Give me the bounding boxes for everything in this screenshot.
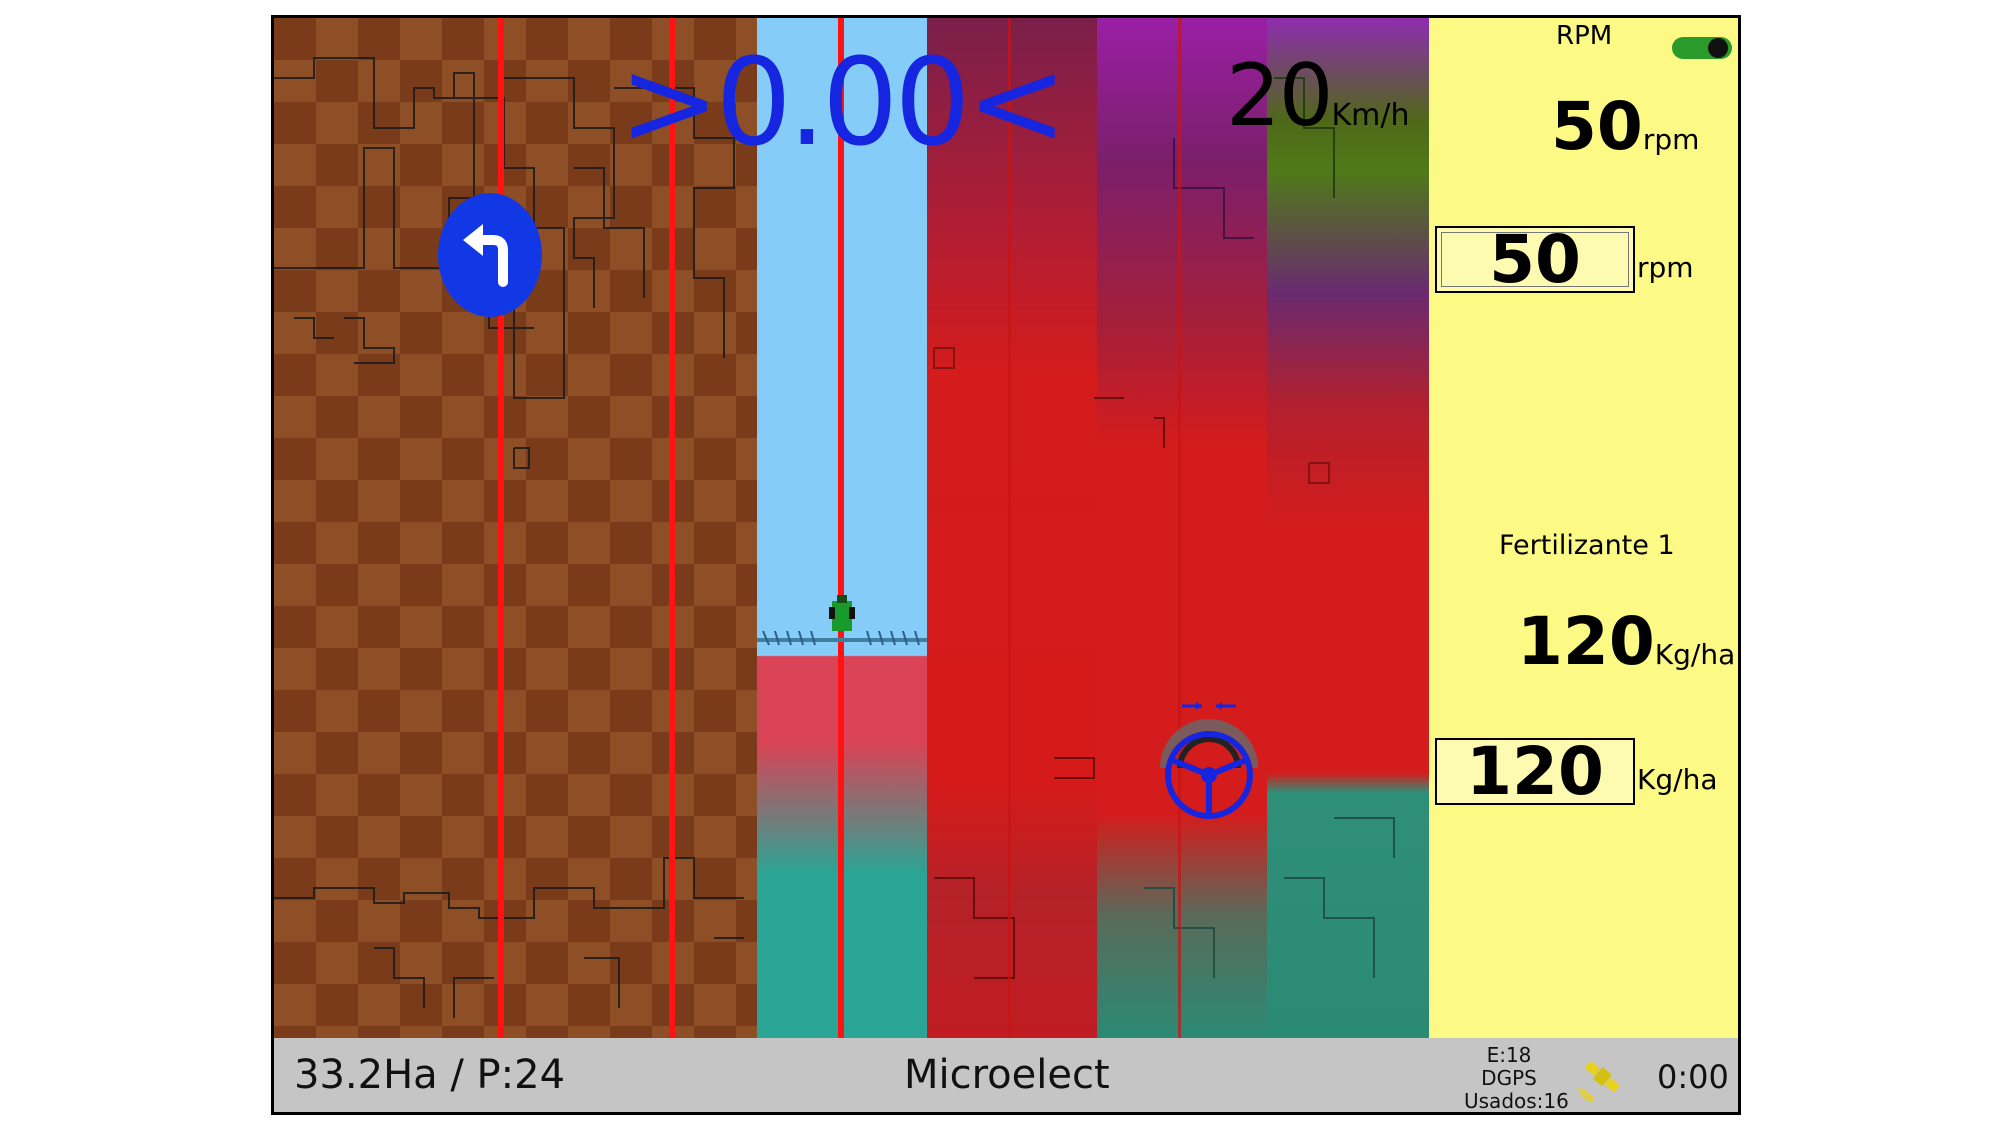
rpm-target-value: 50: [1441, 221, 1629, 298]
sat-used: Usados:16: [1464, 1089, 1569, 1113]
guidance-line: [1008, 18, 1011, 1038]
speed-deviation-readout: >0.00<: [619, 34, 1067, 173]
field-boundary-outlines: [274, 57, 1395, 1018]
fertilizer-actual-readout: 120Kg/ha: [1517, 603, 1735, 680]
guidance-line: [1178, 18, 1181, 1038]
gps-info[interactable]: E:18 DGPS Usados:16: [1464, 1043, 1569, 1113]
control-panel: RPM 50rpm 50 rpm Fertilizante 1 120Kg/ha…: [1429, 18, 1738, 1038]
guidance-line: [669, 18, 675, 1038]
rpm-target-input[interactable]: 50: [1435, 221, 1635, 298]
gps-mode: DGPS: [1481, 1066, 1537, 1090]
toggle-switch[interactable]: [1671, 34, 1733, 62]
satellite-icon: [1578, 1060, 1620, 1102]
brand-label: Microelect: [904, 1052, 1110, 1098]
rpm-target-unit: rpm: [1637, 251, 1694, 284]
guidance-line: [498, 18, 504, 1038]
rpm-actual-readout: 50rpm: [1551, 88, 1699, 165]
speed-unit: Km/h: [1331, 98, 1410, 133]
turn-left-icon: [438, 193, 542, 317]
rpm-actual-value: 50: [1551, 88, 1643, 165]
rpm-label: RPM: [1556, 21, 1613, 51]
rpm-actual-unit: rpm: [1642, 123, 1700, 156]
applied-strip-3: [1267, 18, 1429, 1038]
tractor-icon: [757, 595, 927, 646]
fertilizer-actual-unit: Kg/ha: [1654, 638, 1736, 671]
unworked-soil-area: [274, 18, 757, 1038]
steering-wheel-icon[interactable]: [1154, 698, 1264, 828]
speed-value: 20: [1226, 46, 1333, 146]
fertilizer-actual-value: 120: [1517, 603, 1655, 680]
fertilizer-target-unit: Kg/ha: [1637, 763, 1718, 796]
status-bar: 33.2Ha / P:24 Microelect E:18 DGPS Usado…: [274, 1038, 1738, 1113]
applied-strip-1: [927, 18, 1097, 1038]
fertilizer-label: Fertilizante 1: [1499, 530, 1675, 561]
fertilizer-target-value: 120: [1466, 733, 1604, 810]
field-map[interactable]: >0.00< 20Km/h: [274, 18, 1429, 1038]
app-window: >0.00< 20Km/h: [271, 15, 1741, 1115]
speed-readout: 20Km/h: [1226, 46, 1409, 146]
area-counter[interactable]: 33.2Ha / P:24: [294, 1052, 566, 1098]
sat-errors: E:18: [1486, 1043, 1532, 1067]
guidance-line: [838, 18, 844, 1038]
fertilizer-target-input[interactable]: 120: [1435, 733, 1635, 810]
elapsed-time: 0:00: [1657, 1058, 1729, 1096]
